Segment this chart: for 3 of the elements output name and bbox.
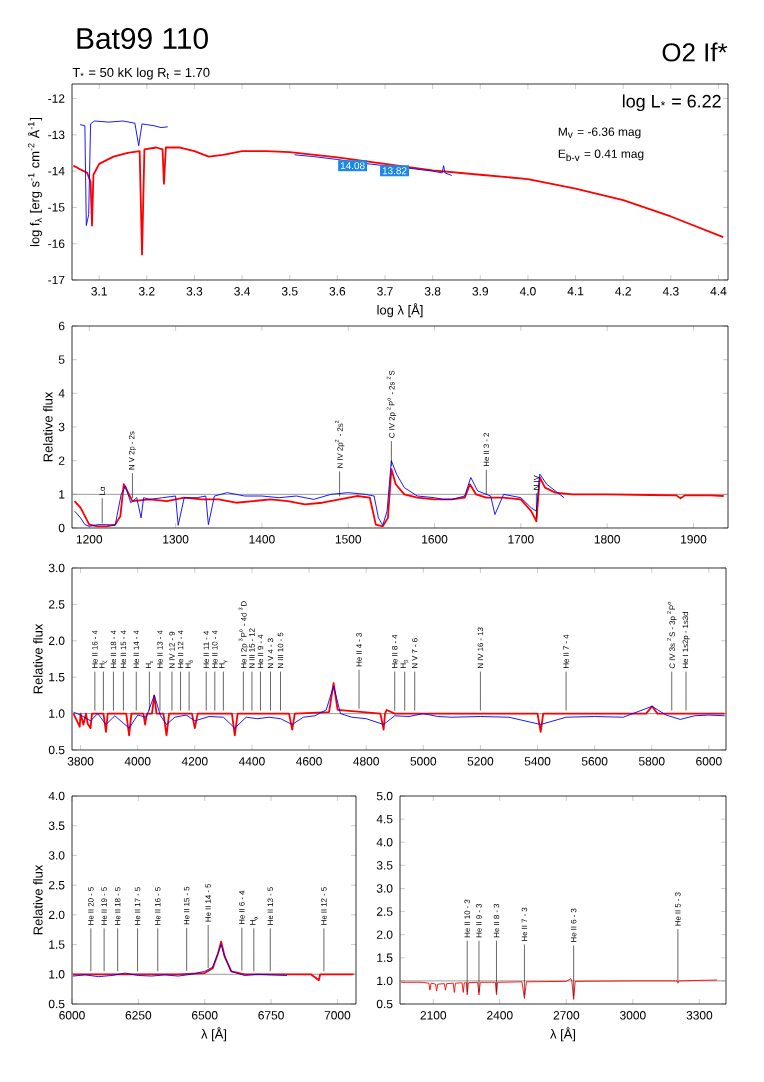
chart-title: Bat99 110 xyxy=(77,27,208,50)
annotation: log L$_{*}$ = 6.22 xyxy=(622,94,721,112)
text: O2 If* xyxy=(662,42,728,62)
